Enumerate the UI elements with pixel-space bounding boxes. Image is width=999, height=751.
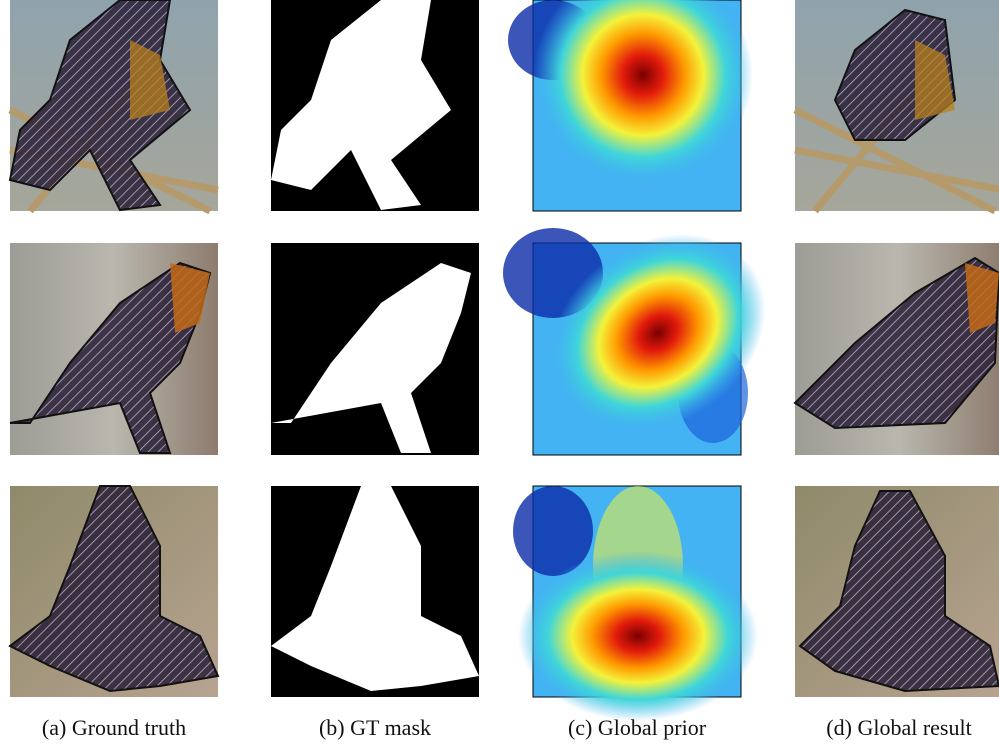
photo-panel <box>10 243 218 455</box>
caption: (c) Global prior <box>568 715 707 740</box>
photo-panel <box>795 243 999 455</box>
photo-panel <box>10 0 218 211</box>
caption: (a) Ground truth <box>42 715 186 740</box>
mask-panel <box>271 0 479 211</box>
heatmap-panel <box>508 0 753 211</box>
page: {"captions": ["(a) Ground truth", "(b) G… <box>0 0 999 751</box>
mask-panel <box>271 243 479 455</box>
figure: (a) Ground truth (b) GT mask (c) Global … <box>0 0 999 751</box>
photo-panel <box>795 0 999 211</box>
panels <box>10 0 999 721</box>
heatmap-panel <box>513 486 758 721</box>
captions: (a) Ground truth (b) GT mask (c) Global … <box>42 715 972 740</box>
mask-panel <box>271 486 479 697</box>
photo-panel <box>795 486 999 697</box>
heatmap-panel <box>503 193 804 472</box>
photo-panel <box>10 486 218 697</box>
caption: (d) Global result <box>826 715 971 740</box>
caption: (b) GT mask <box>319 715 431 740</box>
